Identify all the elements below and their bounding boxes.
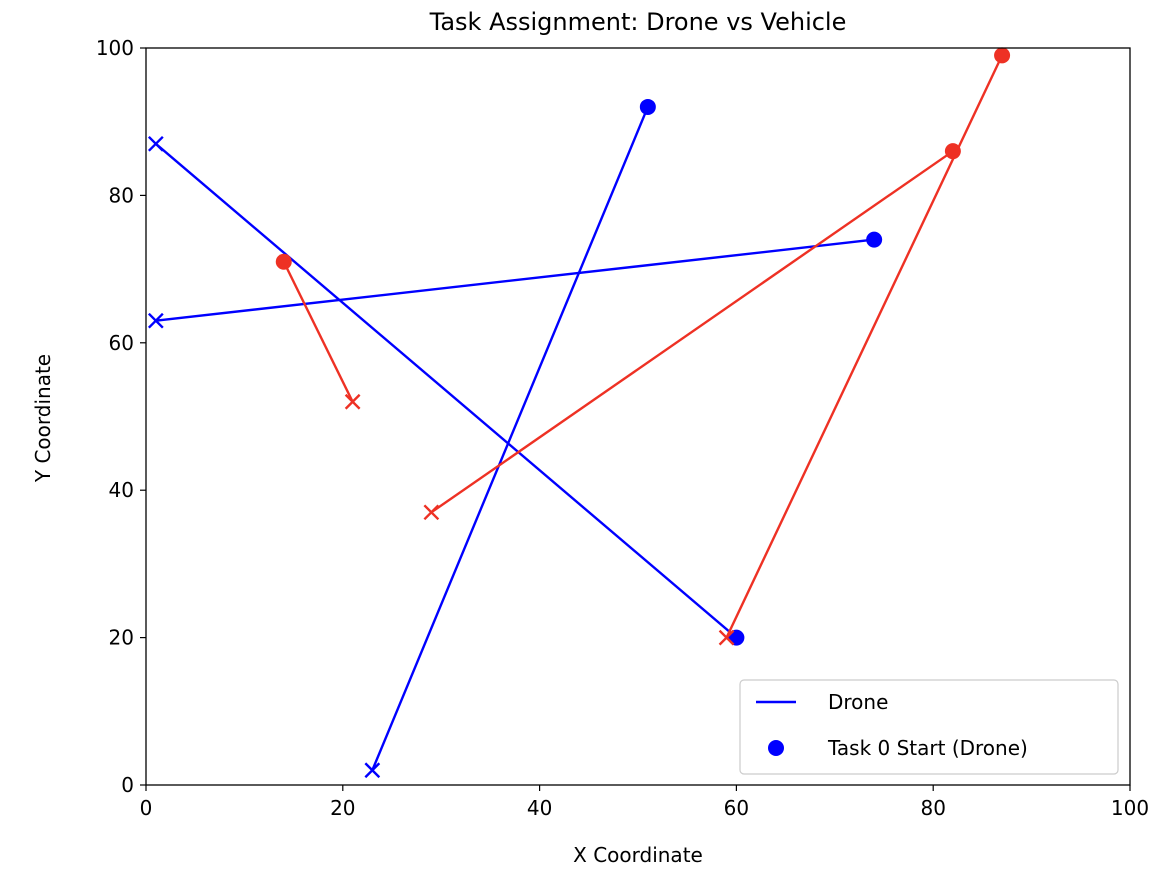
y-tick-label: 80 (109, 183, 134, 207)
x-tick-label: 0 (140, 796, 153, 820)
drone-path-line (155, 142, 738, 639)
y-tick-label: 100 (96, 36, 134, 60)
x-tick-label: 20 (330, 796, 355, 820)
drone-end-marker (364, 762, 381, 779)
plot-area (147, 47, 1011, 779)
vehicle-end-marker (344, 393, 361, 410)
vehicle-start-marker (994, 47, 1011, 64)
drone-end-marker (147, 312, 164, 329)
legend: Drone Task 0 Start (Drone) (739, 679, 1119, 775)
vehicle-path-line (282, 261, 354, 403)
drone-path-line (371, 106, 649, 771)
y-tick-label: 0 (121, 773, 134, 797)
vehicle-start-marker (275, 253, 292, 270)
x-axis: 0 20 40 60 80 100 (140, 785, 1149, 820)
plot-frame (145, 47, 1131, 786)
legend-label: Task 0 Start (Drone) (827, 736, 1028, 760)
chart-title: Task Assignment: Drone vs Vehicle (429, 8, 847, 36)
x-axis-title: X Coordinate (573, 843, 703, 867)
vehicle-end-marker (423, 504, 440, 521)
drone-start-marker (866, 231, 883, 248)
legend-label: Drone (828, 690, 888, 714)
y-tick-label: 60 (109, 331, 134, 355)
y-tick-label: 20 (109, 626, 134, 650)
y-axis: 0 20 40 60 80 100 (96, 36, 146, 797)
x-tick-label: 40 (527, 796, 552, 820)
y-axis-title: Y Coordinate (31, 354, 55, 483)
drone-start-marker (728, 629, 745, 646)
vehicle-path-line (725, 54, 1004, 639)
x-tick-label: 100 (1111, 796, 1149, 820)
vehicle-start-marker (944, 143, 961, 160)
legend-box (739, 679, 1119, 775)
drone-path-line (155, 238, 875, 322)
drone-start-marker (639, 98, 656, 115)
vehicle-path-line (430, 150, 954, 514)
x-tick-label: 60 (724, 796, 749, 820)
x-tick-label: 80 (920, 796, 945, 820)
vehicle-end-marker (718, 629, 735, 646)
legend-dot-swatch (768, 740, 784, 756)
y-tick-label: 40 (109, 478, 134, 502)
drone-end-marker (147, 135, 164, 152)
